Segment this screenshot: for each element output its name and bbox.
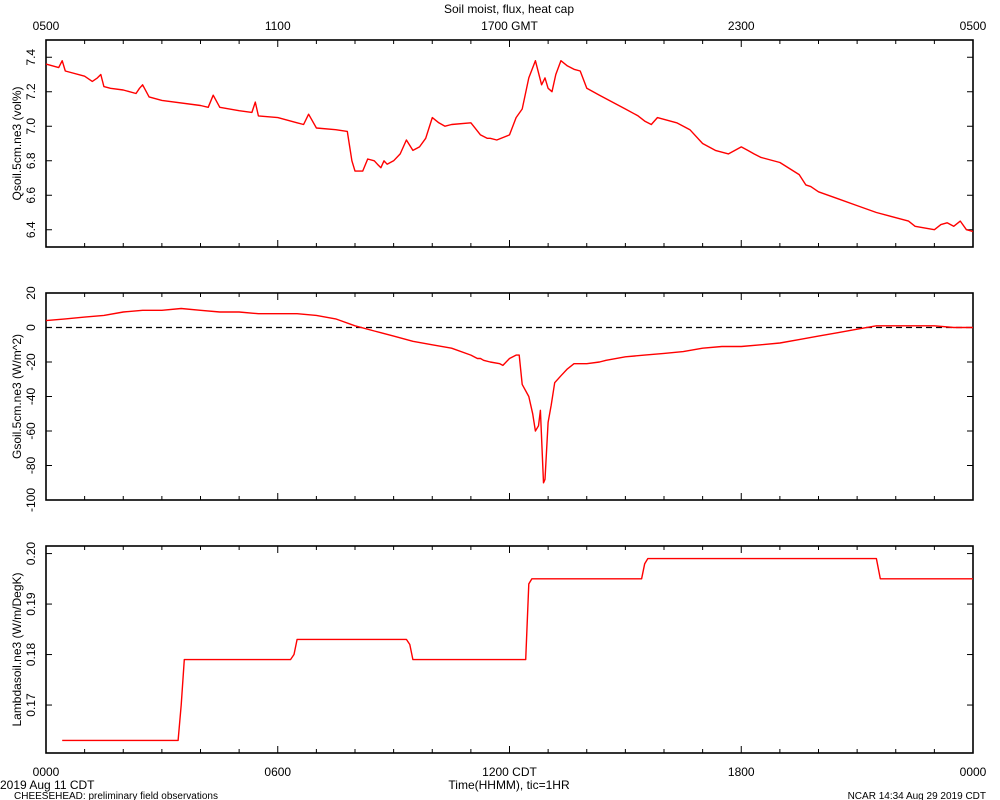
y-axis-title: Lambdasoil.ne3 (W/m/DegK) bbox=[10, 572, 24, 726]
series-line bbox=[45, 60, 974, 233]
top-axis-ticks: 0500 1100 1700 GMT 2300 0500 bbox=[33, 19, 987, 33]
bottom-tick-label: 0600 bbox=[264, 765, 291, 779]
bottom-tick-label: 1200 CDT bbox=[482, 765, 537, 779]
y-tick-label: 0.20 bbox=[24, 542, 38, 566]
y-axis-title: Gsoil.5cm.ne3 (W/m^2) bbox=[10, 334, 24, 459]
top-tick-label: 0500 bbox=[33, 19, 60, 33]
y-tick-label: 0.17 bbox=[24, 693, 38, 717]
top-tick-label: 2300 bbox=[728, 19, 755, 33]
x-axis-label: Time(HHMM), tic=1HR bbox=[448, 778, 570, 792]
footer-date: 2019 Aug 11 CDT bbox=[0, 778, 95, 792]
y-tick-label: 6.8 bbox=[24, 152, 38, 169]
y-tick-label: -20 bbox=[24, 353, 38, 371]
y-axis-title: Qsoil.5cm.ne3 (vol%) bbox=[10, 86, 24, 200]
top-tick-label: 1700 GMT bbox=[481, 19, 538, 33]
top-tick-label: 1100 bbox=[265, 19, 291, 33]
series-line bbox=[62, 557, 973, 742]
bottom-tick-label: 1800 bbox=[728, 765, 755, 779]
y-tick-label: 6.6 bbox=[24, 187, 38, 204]
bottom-axis-ticks: 0000 0600 1200 CDT 1800 0000 bbox=[33, 765, 987, 779]
panel-frame bbox=[45, 39, 974, 248]
y-tick-label: 20 bbox=[24, 286, 38, 300]
footer-note: CHEESEHEAD: preliminary field observatio… bbox=[14, 791, 218, 800]
panel-frame bbox=[45, 545, 974, 754]
y-tick-label: 6.4 bbox=[24, 221, 38, 238]
panel-1: 6.4 6.6 6.8 7.0 7.2 7.4 Qsoil.5cm.ne3 (vol%) bbox=[10, 39, 974, 248]
y-tick-label: 0.19 bbox=[24, 592, 38, 616]
panel-frame bbox=[45, 292, 974, 501]
y-tick-label: 7.2 bbox=[24, 83, 38, 100]
footer-credit: NCAR 14:34 Aug 29 2019 CDT bbox=[848, 791, 986, 800]
y-tick-label: 7.4 bbox=[24, 49, 38, 66]
y-tick-label: -80 bbox=[24, 457, 38, 475]
y-tick-label: -40 bbox=[24, 388, 38, 406]
panel-2: -100 -80 -60 -40 -20 0 20 Gsoil.5cm.ne3 (W/m^2) bbox=[10, 286, 974, 512]
y-tick-label: 7.0 bbox=[24, 118, 38, 135]
y-tick-label: -60 bbox=[24, 422, 38, 440]
series-line bbox=[45, 307, 973, 484]
bottom-tick-label: 0000 bbox=[960, 765, 987, 779]
top-tick-label: 0500 bbox=[960, 19, 987, 33]
chart-title: Soil moist, flux, heat cap bbox=[444, 2, 574, 16]
y-tick-label: -100 bbox=[24, 488, 38, 512]
chart-panels: 6.4 6.6 6.8 7.0 7.2 7.4 Qsoil.5cm.ne3 (vol%) -1… bbox=[10, 39, 974, 754]
y-tick-label: 0.18 bbox=[24, 643, 38, 667]
bottom-tick-label: 0000 bbox=[33, 765, 60, 779]
y-tick-label: 0 bbox=[24, 324, 38, 331]
